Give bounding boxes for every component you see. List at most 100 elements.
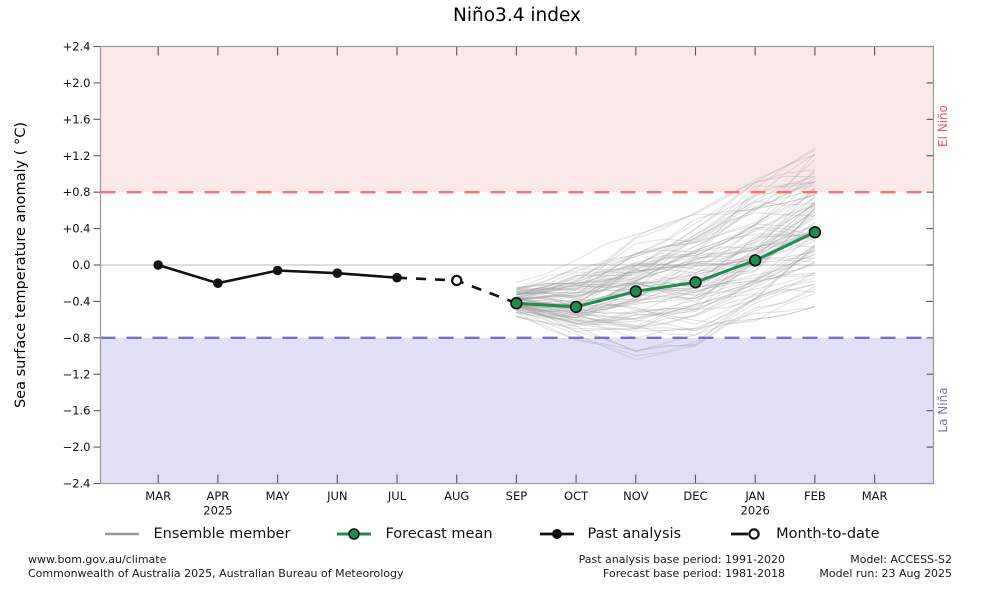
forecast-mean-marker <box>808 226 822 239</box>
ensemble-member-line <box>516 264 816 328</box>
legend-label-forecast: Forecast mean <box>385 526 493 542</box>
ensemble-member-line <box>516 153 816 300</box>
ensemble-member-line <box>516 272 816 311</box>
x-tick-label: JUL <box>387 489 407 503</box>
ensemble-member-line <box>516 230 816 314</box>
x-tick-label: MAY <box>266 489 291 503</box>
past-analysis-marker <box>272 265 283 276</box>
ensemble-member-line <box>516 159 816 304</box>
legend-item-past: Past analysis <box>538 526 682 542</box>
ensemble-member-line <box>516 272 815 311</box>
legend-item-ensemble: Ensemble member <box>103 526 290 542</box>
forecast-mean-line <box>516 230 816 309</box>
ensemble-member-line <box>516 249 816 326</box>
ensemble-member-line <box>516 245 816 314</box>
ensemble-member-line <box>516 259 815 314</box>
y-tick-label: −0.8 <box>63 331 91 345</box>
forecast-mean-swatch-icon <box>337 528 372 540</box>
ensemble-member-line <box>516 283 816 357</box>
chart-title: Niño3.4 index <box>453 5 581 26</box>
ensemble-member-line <box>516 200 815 292</box>
footer-base-periods: Past analysis base period: 1991-2020 For… <box>579 553 785 580</box>
ensemble-member-line <box>516 180 816 297</box>
ensemble-member-line <box>516 235 816 299</box>
y-tick-label: +0.4 <box>63 222 91 236</box>
ensemble-member-line <box>516 175 815 290</box>
ensemble-member-line <box>516 181 815 295</box>
y-tick-label: +0.8 <box>63 185 91 199</box>
ensemble-member-line <box>516 205 816 305</box>
ensemble-member-line <box>516 208 816 296</box>
ensemble-member-line <box>516 234 816 323</box>
ensemble-member-line <box>516 283 816 329</box>
footer-url: www.bom.gov.au/climate <box>28 553 167 566</box>
forecast-mean-marker <box>748 254 762 267</box>
y-tick-label: 0.0 <box>72 258 90 272</box>
ensemble-member-line <box>516 243 816 322</box>
ensemble-member-line <box>516 228 816 296</box>
legend-item-forecast: Forecast mean <box>335 526 493 542</box>
past-swatch-marker <box>551 529 562 539</box>
ensemble-member-line <box>516 285 816 352</box>
month-to-date-marker <box>451 274 463 287</box>
ensemble-member-line <box>516 203 816 323</box>
ensemble-member-line <box>516 194 816 291</box>
footer-model-info: Model: ACCESS-S2 Model run: 23 Aug 2025 <box>819 553 952 580</box>
ensemble-member-line <box>516 230 816 301</box>
legend-label-past: Past analysis <box>587 526 682 542</box>
ensemble-member-line <box>516 244 815 316</box>
ensemble-member-line <box>516 245 816 324</box>
y-tick-label: +1.6 <box>63 112 91 126</box>
la-nina-label: La Niña <box>936 387 950 432</box>
ensemble-member-line <box>516 189 816 298</box>
past-analysis-marker <box>392 272 402 283</box>
ensemble-member-line <box>516 196 816 319</box>
ensemble-member-line <box>516 253 816 328</box>
footer-model-name: Model: ACCESS-S2 <box>850 553 952 566</box>
ensemble-member-line <box>516 275 815 309</box>
ensemble-member-line <box>516 204 816 308</box>
ensemble-member-line <box>516 169 815 301</box>
ensemble-member-line <box>516 257 815 299</box>
legend-label-mtd: Month-to-date <box>776 526 880 542</box>
ensemble-member-line <box>516 251 815 302</box>
ensemble-member-line <box>516 223 815 300</box>
ensemble-member-line <box>516 221 816 313</box>
el-nino-band <box>100 46 934 193</box>
legend-label-ensemble: Ensemble member <box>153 526 291 542</box>
footer-past-base-period: Past analysis base period: 1991-2020 <box>578 553 785 566</box>
nino34-plot: +2.4 +2.0 +1.6 +1.2 +0.8 +0.4 0.0 −0.4 −0.8 −1.2 −… <box>63 40 950 518</box>
ensemble-member-line <box>516 184 815 295</box>
month-to-date-swatch-icon <box>731 528 760 540</box>
ensemble-member-line <box>516 225 816 330</box>
la-nina-band <box>100 337 934 484</box>
ensemble-member-line <box>516 234 815 306</box>
ensemble-member-line <box>516 292 816 353</box>
ensemble-member-line <box>516 209 816 303</box>
footer-attribution: www.bom.gov.au/climate Commonwealth of A… <box>28 553 403 580</box>
ensemble-member-line <box>516 188 816 293</box>
ensemble-member-line <box>516 288 816 361</box>
legend: Ensemble member Forecast mean Past analy… <box>0 526 983 542</box>
footer-forecast-base-period: Forecast base period: 1981-2018 <box>603 566 785 580</box>
ensemble-member-line <box>516 212 815 292</box>
x-tick-label: FEB <box>804 489 826 503</box>
ensemble-member-line <box>516 147 816 283</box>
ensemble-member-line <box>516 280 815 332</box>
ensemble-member-line <box>516 230 816 306</box>
y-tick-label: −1.2 <box>63 367 91 381</box>
forecast-swatch-marker <box>348 528 361 540</box>
ensemble-member-line <box>516 177 816 304</box>
footer-copyright: Commonwealth of Australia 2025, Australi… <box>28 566 404 580</box>
ensemble-member-line <box>516 203 816 297</box>
ensemble-member-line <box>516 257 816 319</box>
x-tick-label: DEC <box>683 489 707 503</box>
y-tick-label: +2.4 <box>63 40 91 54</box>
ensemble-member-line <box>516 211 816 308</box>
ensemble-member-line <box>516 261 816 320</box>
mtd-swatch-marker <box>748 528 760 540</box>
x-tick-label: JUN <box>326 489 347 503</box>
ensemble-member-line <box>516 201 816 289</box>
y-tick-label: −1.6 <box>63 404 91 418</box>
legend-item-mtd: Month-to-date <box>726 526 880 542</box>
